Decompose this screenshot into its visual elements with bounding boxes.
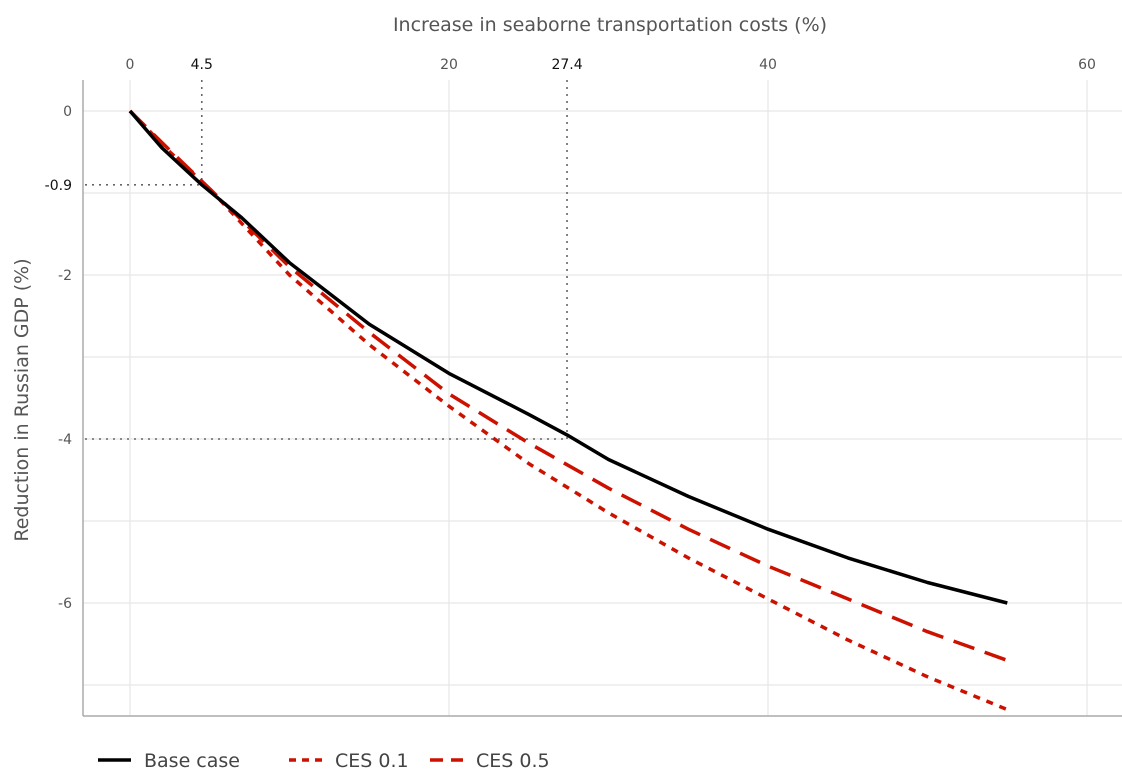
- y-axis-title: Reduction in Russian GDP (%): [11, 258, 33, 541]
- x-tick-label: 20: [440, 57, 458, 73]
- y-tick-label: -0.9: [45, 178, 72, 194]
- series-line-base-case: [128, 109, 1008, 605]
- series-line-ces-0-1: [128, 109, 1008, 712]
- x-axis-title: Increase in seaborne transportation cost…: [393, 14, 827, 36]
- y-tick-label: 0: [63, 104, 72, 120]
- y-tick-label: -6: [58, 596, 72, 612]
- x-tick-label: 60: [1078, 57, 1096, 73]
- x-tick-label: 40: [759, 57, 777, 73]
- x-tick-label: 4.5: [191, 57, 213, 73]
- x-tick-label: 27.4: [551, 57, 582, 73]
- y-tick-labels: 0 -0.9 -2 -4 -6: [45, 104, 72, 612]
- legend-label: CES 0.5: [476, 750, 550, 769]
- y-tick-label: -4: [58, 432, 72, 448]
- legend: Base case CES 0.1 CES 0.5: [98, 750, 550, 769]
- reference-lines: [85, 80, 568, 440]
- plot-frame: [82, 80, 1122, 717]
- y-tick-label: -2: [58, 268, 72, 284]
- x-tick-label: 0: [126, 57, 135, 73]
- series-line-ces-0-5: [128, 109, 1008, 663]
- legend-label: Base case: [144, 750, 240, 769]
- legend-label: CES 0.1: [335, 750, 409, 769]
- grid: [83, 80, 1122, 716]
- series-lines: [128, 109, 1008, 712]
- x-tick-labels: 0 4.5 20 27.4 40 60: [126, 57, 1096, 73]
